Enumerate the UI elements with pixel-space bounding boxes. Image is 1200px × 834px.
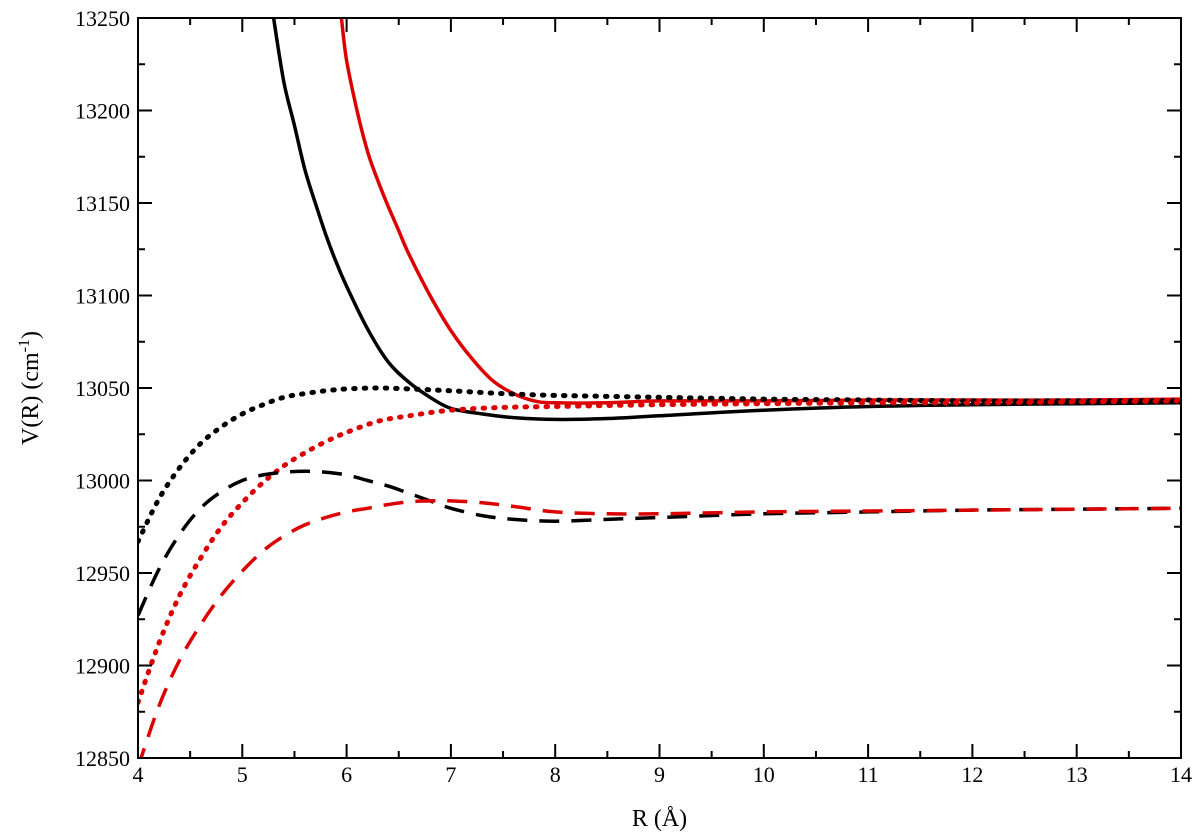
y-axis-label-close: ) — [18, 331, 44, 339]
x-tick-label: 4 — [133, 762, 144, 787]
y-tick-label: 12900 — [75, 654, 130, 679]
x-tick-label: 11 — [858, 762, 879, 787]
plot-frame — [137, 17, 1182, 759]
series-line-black-dotted — [138, 385, 1181, 544]
y-tick-label: 13150 — [75, 191, 130, 216]
series-layer — [138, 18, 1181, 758]
x-tick-label: 7 — [445, 762, 456, 787]
x-axis-label: R (Å) — [632, 806, 687, 832]
x-tick-label: 14 — [1170, 762, 1192, 787]
y-tick-label: 12850 — [75, 746, 130, 771]
series-line-black-solid — [271, 18, 1181, 422]
x-tick-label: 8 — [550, 762, 561, 787]
y-tick-label: 13050 — [75, 376, 130, 401]
y-axis-label-superscript: -1 — [16, 339, 33, 352]
x-tick-label: 5 — [237, 762, 248, 787]
series-line-red-dotted — [138, 398, 1181, 705]
series-line-red-dashed — [139, 498, 1181, 758]
y-tick-label: 13250 — [75, 6, 130, 31]
series-line-red-solid — [339, 18, 1181, 405]
x-tick-label: 9 — [654, 762, 665, 787]
x-tick-label: 13 — [1066, 762, 1088, 787]
x-tick-label: 6 — [341, 762, 352, 787]
y-tick-label: 12950 — [75, 561, 130, 586]
y-tick-label: 13200 — [75, 99, 130, 124]
y-tick-label: 13000 — [75, 469, 130, 494]
plot-background — [138, 18, 1181, 758]
y-axis-label: V(R) (cm-1) — [16, 331, 44, 445]
y-tick-label: 13100 — [75, 284, 130, 309]
series-line-black-dashed — [138, 469, 1181, 617]
x-tick-label: 12 — [961, 762, 983, 787]
x-tick-label: 10 — [753, 762, 775, 787]
ticks-layer: 4 5 6 7 8 9 10 11 12 13 14 12850 12900 12950 13000 1305… — [75, 6, 1192, 787]
